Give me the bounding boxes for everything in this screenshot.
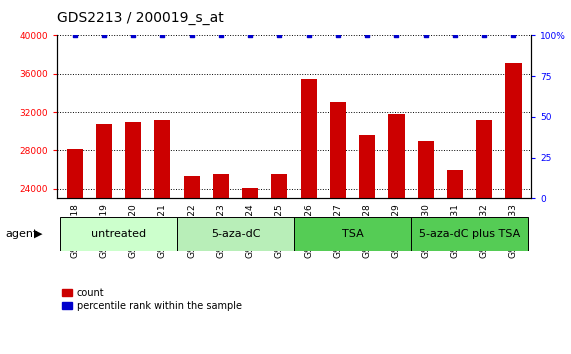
- Bar: [505, 63, 521, 354]
- Bar: [125, 122, 141, 354]
- Text: TSA: TSA: [341, 229, 364, 239]
- Point: [392, 33, 401, 38]
- Bar: [60, 217, 177, 251]
- Point: [187, 33, 196, 38]
- Point: [333, 33, 343, 38]
- Bar: [184, 176, 200, 354]
- Text: ▶: ▶: [34, 229, 43, 239]
- Bar: [447, 171, 463, 354]
- Bar: [301, 79, 317, 354]
- Point: [99, 33, 108, 38]
- Point: [246, 33, 255, 38]
- Bar: [96, 124, 112, 354]
- Bar: [411, 217, 528, 251]
- Point: [275, 33, 284, 38]
- Point: [451, 33, 460, 38]
- Bar: [388, 114, 404, 354]
- Bar: [294, 217, 411, 251]
- Bar: [271, 174, 287, 354]
- Legend: count, percentile rank within the sample: count, percentile rank within the sample: [62, 288, 242, 311]
- Point: [363, 33, 372, 38]
- Bar: [417, 141, 434, 354]
- Bar: [177, 217, 294, 251]
- Text: untreated: untreated: [91, 229, 146, 239]
- Bar: [476, 120, 492, 354]
- Point: [421, 33, 431, 38]
- Point: [70, 33, 79, 38]
- Point: [216, 33, 226, 38]
- Point: [304, 33, 313, 38]
- Bar: [359, 135, 375, 354]
- Text: 5-aza-dC plus TSA: 5-aza-dC plus TSA: [419, 229, 520, 239]
- Bar: [67, 149, 83, 354]
- Point: [509, 33, 518, 38]
- Point: [128, 33, 138, 38]
- Point: [158, 33, 167, 38]
- Text: 5-aza-dC: 5-aza-dC: [211, 229, 260, 239]
- Text: agent: agent: [6, 229, 38, 239]
- Point: [480, 33, 489, 38]
- Bar: [213, 174, 229, 354]
- Bar: [242, 188, 258, 354]
- Text: GDS2213 / 200019_s_at: GDS2213 / 200019_s_at: [57, 11, 224, 25]
- Bar: [330, 102, 346, 354]
- Bar: [154, 120, 171, 354]
